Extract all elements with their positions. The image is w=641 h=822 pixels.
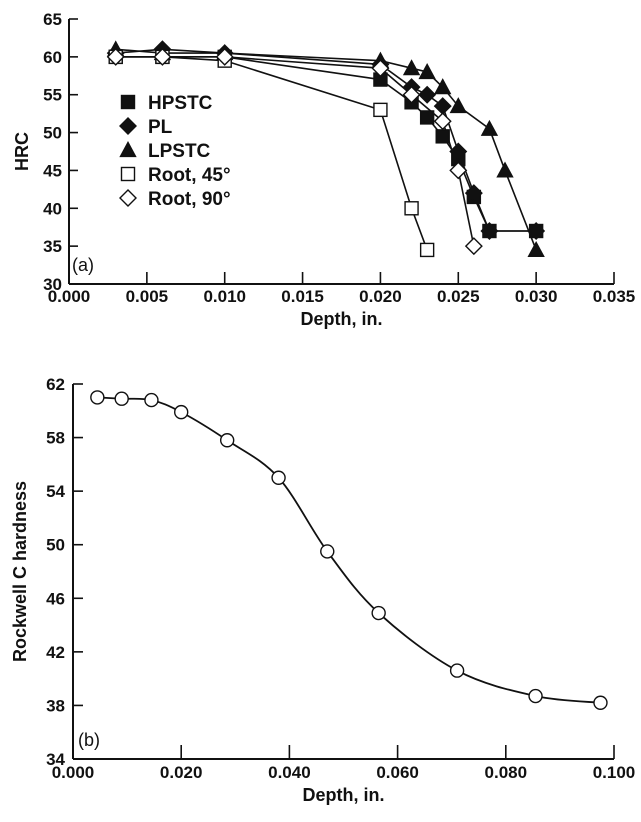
y-tick-label: 35: [43, 237, 62, 256]
x-tick-label: 0.040: [268, 763, 311, 782]
data-point: [371, 605, 386, 621]
x-tick-label: 0.100: [593, 763, 636, 782]
data-point: [593, 695, 608, 710]
data-point: [419, 242, 435, 258]
data-point: [271, 470, 286, 485]
y-tick-label: 60: [43, 48, 62, 67]
data-point: [106, 47, 125, 66]
data-point: [527, 240, 545, 258]
data-point: [418, 63, 436, 80]
x-tick-label: 0.035: [593, 287, 636, 306]
x-tick-label: 0.015: [281, 287, 324, 306]
data-point: [433, 112, 452, 131]
data-point: [215, 47, 234, 66]
y-tick-label: 45: [43, 161, 62, 180]
legend-marker: [120, 166, 136, 182]
chart-panel-a: 30 35 40 45 50 55 60 65 0.000 0.005 0.010 0.015 0.02…: [12, 10, 635, 329]
y-tick-label: 50: [43, 124, 62, 143]
legend-marker: [120, 94, 136, 110]
x-tick-label: 0.000: [52, 763, 95, 782]
data-point: [402, 85, 421, 104]
data-point: [219, 433, 235, 448]
data-point: [173, 404, 189, 420]
data-point: [418, 85, 437, 104]
y-tick-label: 42: [46, 643, 65, 662]
data-point: [528, 688, 543, 704]
data-point: [144, 392, 159, 408]
data-point: [433, 97, 452, 116]
legend-entry: PL: [148, 117, 173, 138]
y-tick-label: 30: [43, 275, 62, 294]
data-point: [90, 390, 105, 405]
data-point: [402, 59, 421, 76]
legend-marker: [119, 141, 137, 158]
x-tick-label: 0.080: [485, 763, 528, 782]
y-tick-label: 65: [43, 10, 62, 29]
data-point: [449, 663, 465, 678]
x-axis-title: Depth, in.: [303, 785, 385, 805]
x-axis-title: Depth, in.: [301, 309, 383, 329]
y-tick-label: 58: [46, 429, 65, 448]
y-axis-title: HRC: [12, 132, 32, 171]
y-tick-label: 62: [46, 375, 65, 394]
y-tick-label: 38: [46, 696, 65, 715]
y-tick-label: 50: [46, 536, 65, 555]
y-axis-title: Rockwell C hardness: [10, 481, 30, 662]
data-point: [449, 97, 467, 114]
legend-entry: Root, 45°: [148, 165, 231, 186]
legend-entry: HPSTC: [148, 93, 213, 114]
legend-marker: [119, 189, 137, 207]
y-tick-label: 34: [46, 750, 65, 769]
data-point: [373, 102, 388, 118]
y-tick-label: 54: [46, 482, 65, 501]
x-tick-label: 0.020: [160, 763, 203, 782]
data-point: [153, 47, 172, 66]
data-point: [114, 391, 129, 406]
data-point: [496, 161, 514, 178]
chart-panel-b: 34 38 42 46 50 54 58 62 0.000 0.020 0.040 0.060 0.08…: [10, 375, 635, 805]
data-point: [464, 237, 483, 256]
series-curve: [97, 396, 601, 704]
legend-marker: [119, 117, 137, 135]
data-point: [527, 222, 546, 240]
x-tick-label: 0.025: [437, 287, 480, 306]
data-point: [449, 161, 468, 180]
y-tick-label: 40: [43, 199, 62, 218]
x-tick-label: 0.010: [203, 287, 246, 306]
legend-entry: Root, 90°: [148, 189, 231, 210]
x-tick-label: 0.000: [48, 287, 91, 306]
data-point: [464, 184, 483, 203]
data-point: [419, 110, 435, 125]
x-tick-label: 0.060: [376, 763, 419, 782]
data-point: [371, 59, 390, 78]
x-tick-label: 0.005: [126, 287, 169, 306]
panel-label-b: (b): [78, 730, 100, 750]
y-tick-label: 46: [46, 589, 65, 608]
x-tick-label: 0.030: [515, 287, 558, 306]
data-point: [480, 119, 499, 136]
data-point: [434, 78, 452, 95]
data-point: [320, 544, 335, 559]
data-point: [435, 129, 450, 144]
data-point: [480, 222, 499, 240]
data-point: [449, 142, 468, 161]
x-tick-label: 0.020: [359, 287, 402, 306]
data-point: [404, 201, 419, 216]
panel-label-a: (a): [72, 255, 94, 275]
y-tick-label: 55: [43, 86, 62, 105]
legend-entry: LPSTC: [148, 141, 211, 162]
